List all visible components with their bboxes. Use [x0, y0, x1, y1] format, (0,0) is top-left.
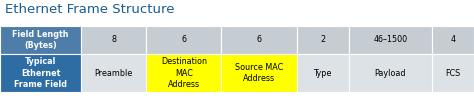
Text: Destination
MAC
Address: Destination MAC Address — [161, 57, 207, 89]
Bar — [146, 26, 221, 54]
Text: 6: 6 — [256, 35, 262, 45]
Bar — [432, 26, 474, 54]
Text: Payload: Payload — [375, 69, 406, 77]
Bar — [349, 54, 432, 92]
Text: Preamble: Preamble — [95, 69, 133, 77]
Bar — [349, 26, 432, 54]
Bar — [0, 26, 82, 54]
Text: Type: Type — [313, 69, 332, 77]
Text: 4: 4 — [451, 35, 456, 45]
Text: Ethernet Frame Structure: Ethernet Frame Structure — [5, 3, 174, 16]
Text: Source MAC
Address: Source MAC Address — [235, 63, 283, 83]
Text: 46–1500: 46–1500 — [374, 35, 408, 45]
Bar — [432, 54, 474, 92]
Bar — [297, 26, 349, 54]
Text: 2: 2 — [320, 35, 325, 45]
Bar — [0, 54, 82, 92]
Bar — [221, 26, 297, 54]
Bar — [297, 54, 349, 92]
Bar — [82, 54, 146, 92]
Text: Field Length
(Bytes): Field Length (Bytes) — [12, 30, 69, 50]
Text: Typical
Ethernet
Frame Field: Typical Ethernet Frame Field — [14, 57, 67, 89]
Bar — [221, 54, 297, 92]
Text: 6: 6 — [181, 35, 186, 45]
Text: FCS: FCS — [446, 69, 461, 77]
Bar — [82, 26, 146, 54]
Text: 8: 8 — [111, 35, 116, 45]
Bar — [146, 54, 221, 92]
